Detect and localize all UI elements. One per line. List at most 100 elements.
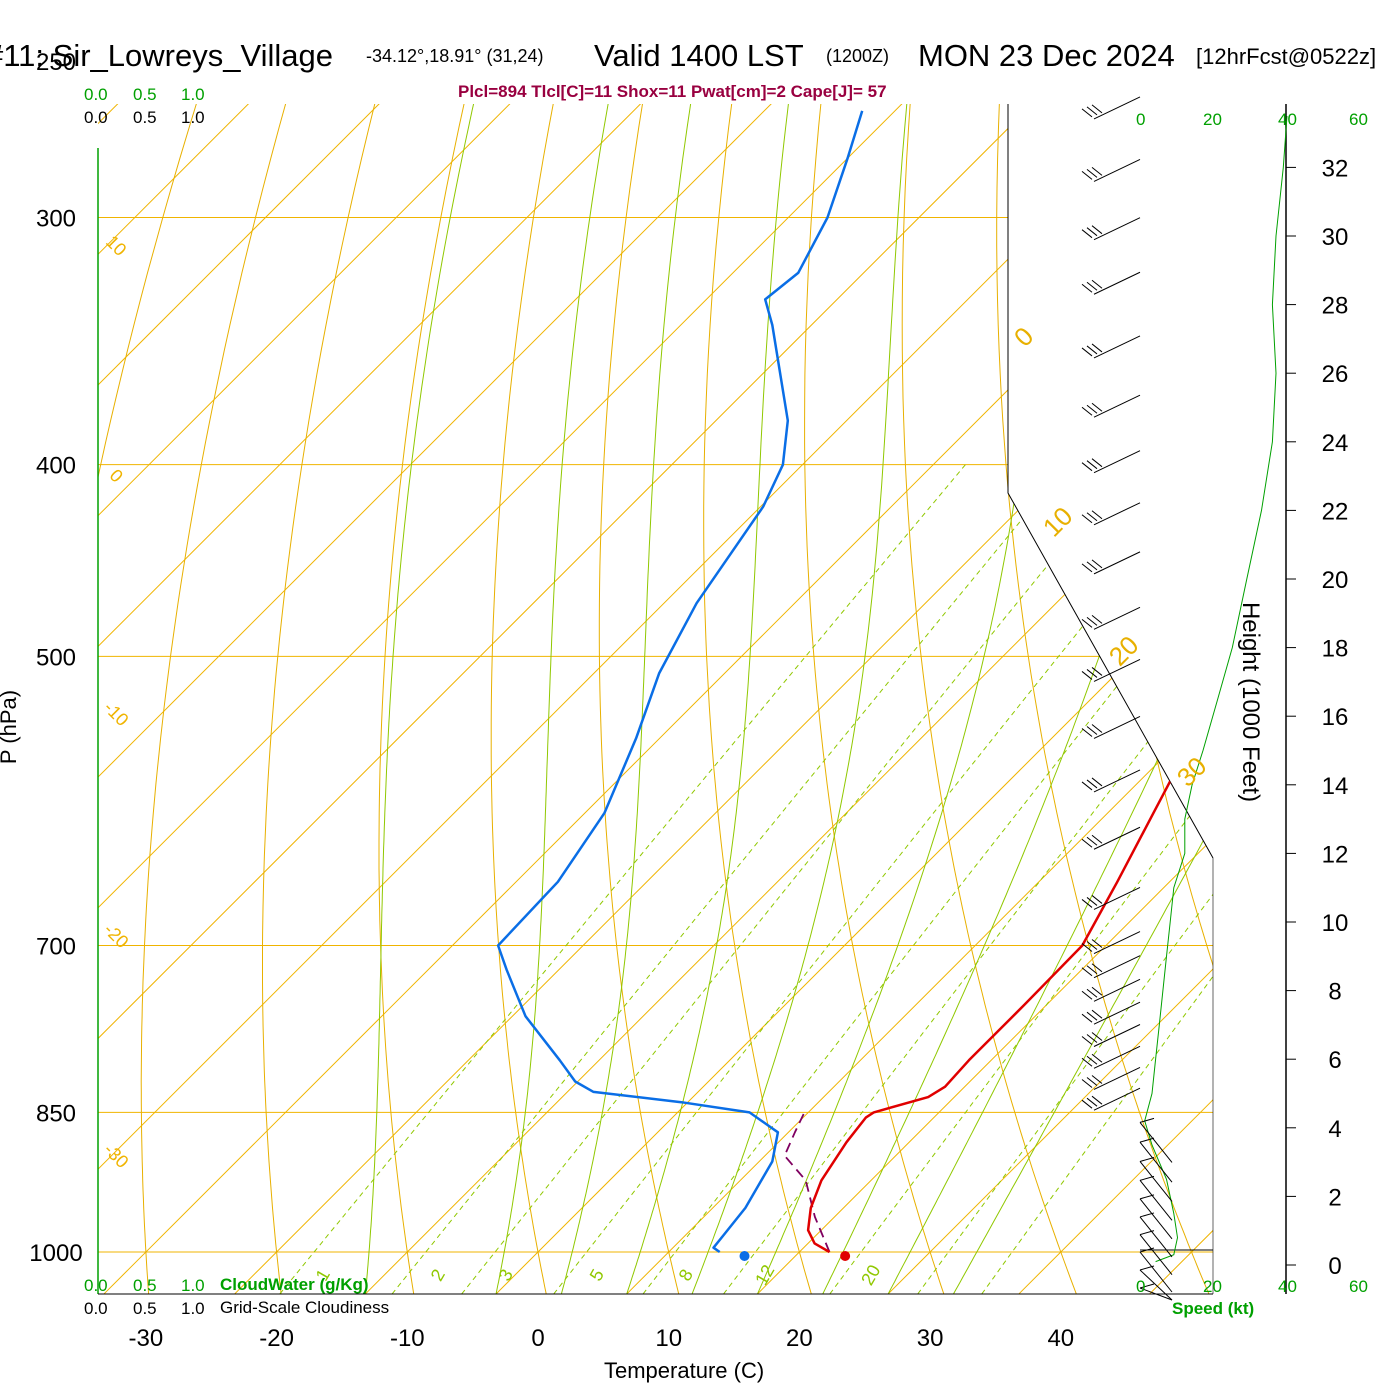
- wind-barb: [1081, 826, 1141, 850]
- cloudiness-label: Grid-Scale Cloudiness: [220, 1298, 390, 1317]
- wind-barb-feather: [1139, 1175, 1155, 1181]
- temperature-tick-label: 20: [786, 1325, 813, 1352]
- wind-barb-feather: [1086, 561, 1098, 571]
- wind-barb-feather: [1086, 1055, 1098, 1065]
- wind-barb-feather: [1086, 1011, 1098, 1021]
- wind-barb: [1081, 450, 1141, 474]
- wind-barb-staff: [1093, 502, 1141, 526]
- wind-barb-staff: [1093, 955, 1141, 979]
- dry-adiabat-line: [901, 104, 1077, 1294]
- wind-barb-feather: [1086, 779, 1098, 789]
- surface-temperature-marker: [840, 1251, 851, 1261]
- isotherm-label: -30: [100, 1139, 133, 1172]
- wind-barb-feather: [1086, 941, 1098, 950]
- wind-barb-feather: [1081, 1099, 1093, 1109]
- wind-scale-top-2: 40: [1278, 110, 1297, 129]
- wind-barb-feather: [1086, 897, 1098, 906]
- dry-adiabat-line: [378, 104, 523, 1294]
- height-tick-label: 24: [1322, 430, 1349, 457]
- dry-adiabat-label: 30: [1171, 751, 1213, 793]
- wind-barb: [1081, 1087, 1141, 1111]
- isotherm-label: 10: [102, 232, 130, 260]
- wind-speed-line: [1144, 115, 1288, 1263]
- wind-barb-staff: [1093, 1067, 1141, 1090]
- height-tick-label: 22: [1322, 498, 1349, 525]
- isotherm-line: [98, 104, 1213, 1294]
- wind-barb-staff: [1093, 658, 1141, 682]
- wind-barb-feather: [1086, 169, 1098, 178]
- station-coords: -34.12°,18.91° (31,24): [366, 46, 544, 66]
- isotherm-line: [98, 104, 223, 1294]
- wind-barb-feather: [1091, 402, 1103, 412]
- moist-adiabat-line: [560, 104, 734, 1294]
- isotherm-label: -20: [100, 919, 133, 952]
- height-tick-label: 14: [1322, 773, 1349, 800]
- pressure-tick-label: 850: [36, 1100, 76, 1127]
- wind-barb-feather: [1081, 899, 1093, 908]
- height-tick-label: 30: [1322, 224, 1349, 251]
- isotherm-line: [98, 104, 876, 1294]
- moist-adiabat-line: [691, 104, 936, 1294]
- mixing-ratio-line: [553, 464, 1213, 1294]
- wind-barb-feather: [1081, 1057, 1093, 1067]
- wind-barb-staff: [1093, 271, 1141, 295]
- wind-barb-staff: [1093, 335, 1141, 359]
- wind-barb-feather: [1091, 167, 1103, 176]
- wind-barb-feather: [1081, 1079, 1093, 1088]
- dry-adiabat-line: [703, 104, 812, 1294]
- height-tick-label: 0: [1328, 1253, 1341, 1280]
- wind-barb: [1139, 1283, 1173, 1301]
- wind-barb: [1081, 502, 1141, 526]
- isotherm-line: [98, 104, 1213, 1294]
- wind-barb-feather: [1081, 781, 1093, 791]
- wind-barb-staff: [1139, 1122, 1173, 1163]
- wind-barb-feather: [1091, 225, 1103, 235]
- isotherm-line: [103, 104, 1213, 1294]
- wind-barb: [1081, 1024, 1141, 1047]
- mixing-ratio-label: 12: [751, 1261, 778, 1288]
- isotherm-line: [98, 104, 484, 1294]
- wind-barb-feather: [1086, 988, 1098, 998]
- dry-adiabat-label: 20: [1103, 630, 1145, 672]
- wind-barb-feather: [1081, 563, 1093, 573]
- wind-barb-staff: [1093, 826, 1141, 850]
- dry-adiabat-line: [490, 104, 606, 1294]
- temperature-tick-label: 30: [917, 1325, 944, 1352]
- isotherm-line: [98, 104, 745, 1294]
- mixing-ratio-label: 8: [675, 1266, 697, 1285]
- wind-barb-feather: [1086, 345, 1098, 355]
- temperature-tick-label: 40: [1047, 1325, 1074, 1352]
- isotherm-line: [98, 104, 353, 1294]
- wind-barb-feather: [1139, 1247, 1155, 1253]
- cloudiness-scale-top-2: 1.0: [181, 108, 205, 127]
- height-tick-label: 6: [1328, 1047, 1341, 1074]
- wind-barb: [1139, 1137, 1173, 1183]
- wind-barb-feather: [1081, 229, 1093, 239]
- cloudwater-scale-top-2: 1.0: [181, 85, 205, 104]
- wind-barb: [1139, 1194, 1173, 1240]
- wind-barb-feather: [1081, 462, 1093, 472]
- cloudiness-scale-top-1: 0.5: [133, 108, 157, 127]
- wind-barb: [1139, 1247, 1173, 1293]
- temperature-tick-label: -20: [259, 1325, 294, 1352]
- isotherm-label: 0: [106, 465, 127, 486]
- y-axis-label: P (hPa): [0, 689, 22, 764]
- wind-barb-feather: [1091, 614, 1103, 624]
- mixing-ratio-line: [723, 464, 1213, 1294]
- wind-barb-staff: [1093, 978, 1141, 1002]
- wind-barb-staff: [1139, 1251, 1173, 1293]
- wind-barb-feather: [1081, 728, 1093, 737]
- wind-barb-feather: [1081, 967, 1093, 977]
- wind-barb-feather: [1086, 836, 1098, 846]
- temperature-tick-label: 10: [655, 1325, 682, 1352]
- temperature-tick-label: -30: [129, 1325, 164, 1352]
- wind-barb-feather: [1081, 990, 1093, 1000]
- wind-barb-staff: [1093, 394, 1141, 418]
- wind-scale-bottom-3: 60: [1349, 1277, 1368, 1296]
- height-tick-label: 10: [1322, 910, 1349, 937]
- height-tick-label: 20: [1322, 567, 1349, 594]
- wind-barb-feather: [1091, 1095, 1103, 1105]
- forecast-run: [12hrFcst@0522z]: [1196, 44, 1377, 69]
- dry-adiabat-label: 10: [1037, 501, 1079, 543]
